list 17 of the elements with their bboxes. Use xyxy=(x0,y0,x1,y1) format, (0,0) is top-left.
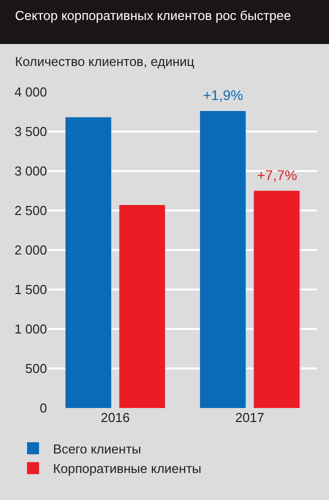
annotation: +1,9% xyxy=(203,87,244,103)
legend-label: Всего клиенты xyxy=(53,441,142,456)
chart-subtitle: Количество клиентов, единиц xyxy=(15,54,195,69)
y-tick-label: 1 500 xyxy=(14,282,47,298)
x-tick-label: 2017 xyxy=(235,410,264,425)
y-tick-label: 2 000 xyxy=(14,242,47,258)
y-tick-label: 500 xyxy=(25,361,47,376)
annotation: +7,7% xyxy=(257,167,298,183)
y-tick-label: 3 000 xyxy=(14,164,47,179)
chart-title: Сектор корпоративных клиентов рос быстрее xyxy=(15,8,291,23)
x-tick-label: 2016 xyxy=(100,410,130,425)
y-tick-label: 0 xyxy=(40,400,47,416)
y-tick-label: 2 500 xyxy=(14,203,47,218)
y-tick-label: 1 000 xyxy=(14,322,47,337)
y-tick-label: 3 500 xyxy=(14,124,47,140)
legend-label: Корпоративные клиенты xyxy=(53,461,202,476)
y-tick-label: 4 000 xyxy=(14,84,47,100)
